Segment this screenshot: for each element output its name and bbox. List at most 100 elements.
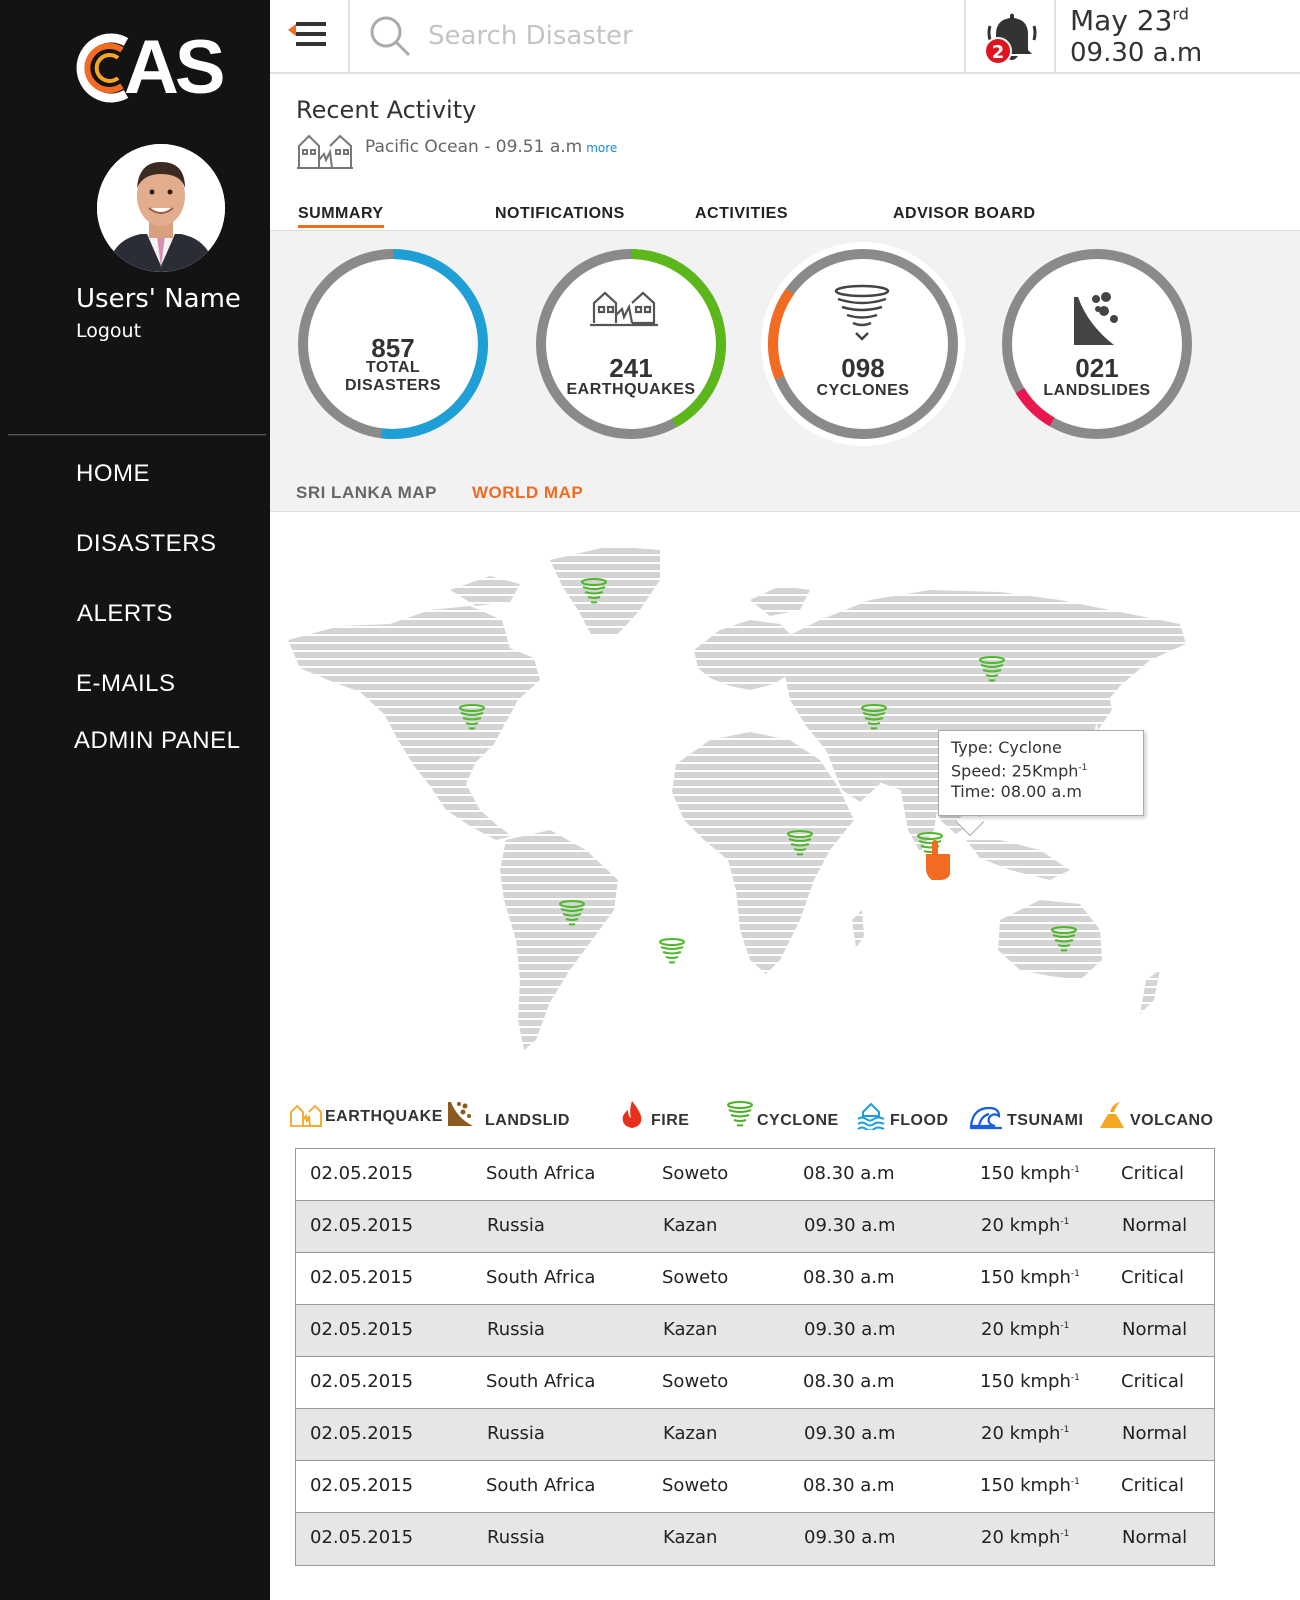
cell-country: South Africa — [486, 1267, 596, 1288]
cell-speed: 20 kmph-1 — [981, 1319, 1070, 1340]
sidebar: AS Users' Name Logout HOME DISASTERS ALE… — [0, 0, 270, 1600]
legend-label: TSUNAMI — [1007, 1112, 1084, 1129]
landslide-icon — [1074, 292, 1118, 345]
cell-time: 09.30 a.m — [804, 1319, 896, 1340]
cell-date: 02.05.2015 — [310, 1163, 414, 1184]
cell-city: Kazan — [663, 1215, 718, 1236]
earthquake-icon — [590, 291, 658, 327]
gauge-ring — [1002, 249, 1192, 440]
logout-link[interactable]: Logout — [76, 320, 142, 342]
tab-activities[interactable]: ACTIVITIES — [695, 205, 789, 222]
table-row[interactable]: 02.05.2015 Russia Kazan 09.30 a.m 20 kmp… — [296, 1305, 1214, 1357]
cell-time: 08.30 a.m — [803, 1163, 895, 1184]
cell-city: Kazan — [663, 1527, 718, 1548]
cell-speed: 150 kmph-1 — [980, 1267, 1080, 1288]
cell-speed: 20 kmph-1 — [981, 1423, 1070, 1444]
legend-label: VOLCANO — [1130, 1112, 1214, 1129]
more-link[interactable]: more — [586, 141, 618, 155]
table-row[interactable]: 02.05.2015 South Africa Soweto 08.30 a.m… — [296, 1253, 1214, 1305]
gauge-ring — [298, 249, 488, 439]
legend-cyclone[interactable]: CYCLONE — [726, 1100, 846, 1136]
cell-speed: 150 kmph-1 — [980, 1163, 1080, 1184]
table-row[interactable]: 02.05.2015 South Africa Soweto 08.30 a.m… — [296, 1461, 1214, 1513]
recent-activity-title: Recent Activity — [296, 96, 477, 124]
cell-date: 02.05.2015 — [310, 1267, 414, 1288]
table-row[interactable]: 02.05.2015 South Africa Soweto 08.30 a.m… — [296, 1357, 1214, 1409]
menu-button[interactable] — [270, 0, 350, 72]
cell-status: Normal — [1122, 1215, 1188, 1236]
cell-time: 08.30 a.m — [803, 1267, 895, 1288]
gauge-value: 857 — [371, 333, 415, 363]
cell-speed: 20 kmph-1 — [981, 1215, 1070, 1236]
gauge-label: TOTAL — [365, 359, 421, 376]
notifications-button[interactable]: 2 — [964, 0, 1056, 72]
cell-country: Russia — [487, 1423, 545, 1444]
cell-country: South Africa — [486, 1163, 596, 1184]
nav-emails[interactable]: E-MAILS — [76, 670, 176, 697]
fire-icon — [622, 1101, 642, 1128]
gauge-ring — [536, 249, 726, 439]
bell-icon — [987, 13, 1037, 60]
world-map[interactable] — [280, 540, 1200, 1060]
tab-summary[interactable]: SUMMARY — [298, 205, 384, 228]
logo-text: AS — [124, 25, 226, 110]
gauge-label: LANDSLIDES — [1043, 382, 1151, 399]
nav-disasters[interactable]: DISASTERS — [76, 530, 217, 557]
legend-landslide[interactable]: LANDSLID — [447, 1100, 577, 1136]
nav-home[interactable]: HOME — [76, 460, 150, 487]
nav-admin-panel[interactable]: ADMIN PANEL — [74, 727, 241, 754]
cell-date: 02.05.2015 — [310, 1527, 414, 1548]
avatar[interactable] — [97, 144, 225, 272]
table-row[interactable]: 02.05.2015 Russia Kazan 09.30 a.m 20 kmp… — [296, 1409, 1214, 1461]
cell-date: 02.05.2015 — [310, 1319, 414, 1340]
legend-flood[interactable]: FLOOD — [857, 1100, 957, 1136]
legend-label: EARTHQUAKE — [325, 1108, 443, 1125]
legend-label: FLOOD — [890, 1112, 949, 1129]
gauge-value: 241 — [609, 353, 653, 383]
cell-speed: 150 kmph-1 — [980, 1371, 1080, 1392]
cell-country: South Africa — [486, 1475, 596, 1496]
hand-pointer-icon — [926, 840, 950, 880]
cell-city: Soweto — [662, 1267, 729, 1288]
cell-speed: 150 kmph-1 — [980, 1475, 1080, 1496]
top-bar: 2 May 23rd 09.30 a.m — [270, 0, 1300, 74]
tab-notifications[interactable]: NOTIFICATIONS — [495, 205, 625, 222]
legend-tsunami[interactable]: TSUNAMI — [969, 1100, 1089, 1136]
search-input[interactable] — [428, 16, 948, 56]
disaster-table: 02.05.2015 South Africa Soweto 08.30 a.m… — [295, 1148, 1215, 1566]
cell-city: Kazan — [663, 1319, 718, 1340]
cell-speed: 20 kmph-1 — [981, 1527, 1070, 1548]
current-date: May 23rd — [1070, 4, 1189, 37]
cell-time: 09.30 a.m — [804, 1527, 896, 1548]
tab-advisor-board[interactable]: ADVISOR BOARD — [893, 205, 1036, 222]
table-row[interactable]: 02.05.2015 Russia Kazan 09.30 a.m 20 kmp… — [296, 1513, 1214, 1565]
legend-volcano[interactable]: VOLCANO — [1098, 1100, 1218, 1136]
user-name: Users' Name — [76, 284, 241, 314]
gauge-value: 098 — [841, 353, 885, 383]
table-row[interactable]: 02.05.2015 Russia Kazan 09.30 a.m 20 kmp… — [296, 1201, 1214, 1253]
legend-fire[interactable]: FIRE — [619, 1100, 699, 1136]
gauge-cyclones[interactable]: 098 CYCLONES — [758, 239, 968, 449]
gauge-value: 021 — [1075, 353, 1119, 383]
gauge-total-disasters[interactable]: 857 TOTAL DISASTERS — [290, 241, 496, 447]
cell-country: South Africa — [486, 1371, 596, 1392]
cell-date: 02.05.2015 — [310, 1371, 414, 1392]
search-icon[interactable] — [368, 14, 412, 58]
tab-sri-lanka-map[interactable]: SRI LANKA MAP — [296, 483, 437, 502]
tooltip-time: Time: 08.00 a.m — [951, 782, 1082, 802]
cas-logo[interactable]: AS — [76, 28, 246, 108]
gauge-landslides[interactable]: 021 LANDSLIDES — [994, 241, 1200, 447]
cell-status: Critical — [1121, 1371, 1184, 1392]
sidebar-divider — [8, 434, 266, 436]
table-row[interactable]: 02.05.2015 South Africa Soweto 08.30 a.m… — [296, 1149, 1214, 1201]
cell-status: Normal — [1122, 1319, 1188, 1340]
gauge-label: CYCLONES — [816, 382, 910, 399]
tab-world-map[interactable]: WORLD MAP — [472, 483, 584, 502]
nav-alerts[interactable]: ALERTS — [77, 600, 173, 627]
cell-time: 08.30 a.m — [803, 1475, 895, 1496]
legend-earthquake[interactable]: EARTHQUAKE — [289, 1100, 442, 1136]
cell-city: Soweto — [662, 1371, 729, 1392]
gauge-earthquakes[interactable]: 241 EARTHQUAKES — [528, 241, 734, 447]
tsunami-icon — [969, 1106, 1002, 1130]
cyclone-marker-icon — [659, 938, 685, 964]
